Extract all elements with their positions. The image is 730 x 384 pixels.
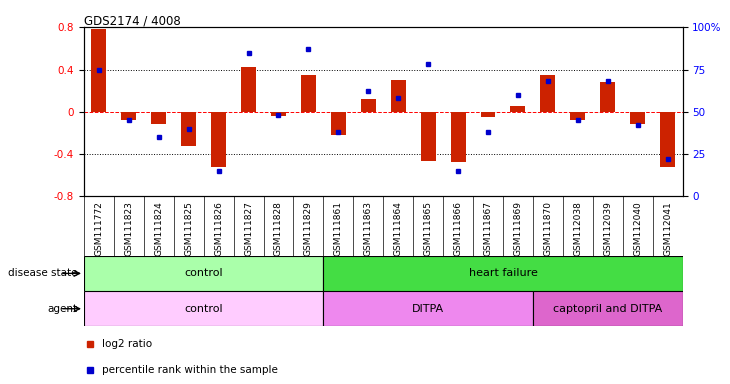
Bar <box>660 112 675 167</box>
Bar <box>480 112 496 117</box>
Text: control: control <box>185 268 223 278</box>
Bar <box>450 112 466 162</box>
Text: DITPA: DITPA <box>412 304 445 314</box>
Text: GSM111826: GSM111826 <box>214 201 223 256</box>
Bar <box>391 80 406 112</box>
Text: GSM111867: GSM111867 <box>483 201 493 256</box>
Text: GSM111828: GSM111828 <box>274 201 283 256</box>
Text: captopril and DITPA: captopril and DITPA <box>553 304 662 314</box>
Text: GSM112041: GSM112041 <box>663 201 672 256</box>
Text: GSM111869: GSM111869 <box>513 201 523 256</box>
Bar <box>84 291 323 326</box>
Text: GSM111827: GSM111827 <box>244 201 253 256</box>
Text: GSM111823: GSM111823 <box>124 201 134 256</box>
Bar <box>241 68 256 112</box>
Bar <box>151 112 166 124</box>
Bar <box>630 112 645 124</box>
Text: GSM112039: GSM112039 <box>603 201 612 256</box>
Bar <box>570 112 585 120</box>
Text: GSM111829: GSM111829 <box>304 201 313 256</box>
Text: heart failure: heart failure <box>469 268 537 278</box>
Text: GSM111864: GSM111864 <box>393 201 403 256</box>
Text: GSM111861: GSM111861 <box>334 201 343 256</box>
Bar <box>323 256 683 291</box>
Bar <box>420 112 436 161</box>
Text: GSM111772: GSM111772 <box>94 201 104 256</box>
Bar <box>331 112 346 135</box>
Text: GSM111870: GSM111870 <box>543 201 553 256</box>
Bar <box>91 30 107 112</box>
Bar <box>84 256 323 291</box>
Text: GSM111865: GSM111865 <box>423 201 433 256</box>
Bar <box>361 99 376 112</box>
Text: GDS2174 / 4008: GDS2174 / 4008 <box>84 14 181 27</box>
Text: GSM111825: GSM111825 <box>184 201 193 256</box>
Bar <box>301 75 316 112</box>
Bar <box>323 291 533 326</box>
Text: GSM111863: GSM111863 <box>364 201 373 256</box>
Text: GSM112038: GSM112038 <box>573 201 583 256</box>
Bar <box>533 291 683 326</box>
Bar <box>211 112 226 167</box>
Text: control: control <box>185 304 223 314</box>
Text: percentile rank within the sample: percentile rank within the sample <box>102 364 278 375</box>
Bar <box>540 75 556 112</box>
Text: GSM111824: GSM111824 <box>154 201 164 256</box>
Bar <box>121 112 137 120</box>
Bar <box>271 112 286 116</box>
Text: agent: agent <box>48 304 78 314</box>
Bar <box>510 106 526 112</box>
Text: GSM111866: GSM111866 <box>453 201 463 256</box>
Text: disease state: disease state <box>9 268 78 278</box>
Bar <box>181 112 196 146</box>
Text: GSM112040: GSM112040 <box>633 201 642 256</box>
Text: log2 ratio: log2 ratio <box>102 339 152 349</box>
Bar <box>600 82 615 112</box>
